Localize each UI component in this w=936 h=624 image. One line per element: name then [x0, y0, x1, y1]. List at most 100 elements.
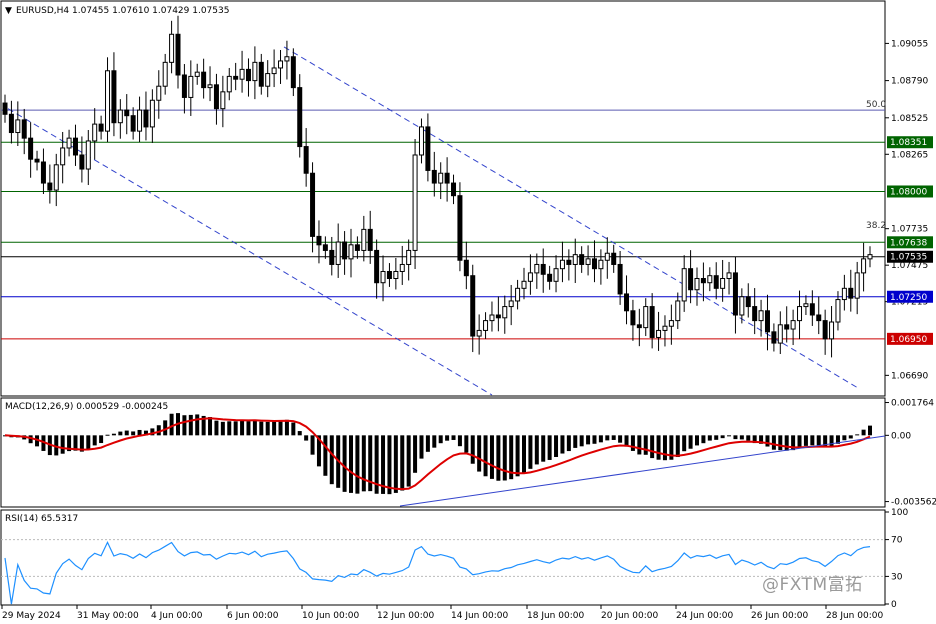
candle[interactable] [143, 91, 149, 141]
candle[interactable] [40, 148, 46, 195]
candle[interactable] [310, 162, 316, 253]
candle[interactable] [169, 20, 175, 74]
channel-upper-line[interactable] [283, 46, 859, 389]
candle[interactable] [28, 122, 34, 178]
candle[interactable] [668, 304, 674, 345]
candle[interactable] [681, 255, 687, 312]
candle[interactable] [604, 237, 610, 279]
candle[interactable] [252, 46, 258, 100]
candle[interactable] [752, 288, 758, 335]
candle[interactable] [624, 275, 630, 325]
candle[interactable] [662, 315, 668, 347]
candle[interactable] [386, 263, 392, 287]
candle[interactable] [335, 223, 341, 278]
candle[interactable] [572, 238, 578, 283]
candle[interactable] [822, 309, 828, 355]
candle[interactable] [245, 58, 251, 97]
candle[interactable] [303, 128, 309, 187]
candle[interactable] [476, 314, 482, 355]
candle[interactable] [809, 290, 815, 326]
candle[interactable] [707, 267, 713, 292]
candle[interactable] [290, 48, 296, 97]
candle[interactable] [393, 258, 399, 290]
candle[interactable] [611, 244, 617, 273]
candle[interactable] [495, 296, 501, 332]
candle[interactable] [489, 301, 495, 332]
candle[interactable] [521, 267, 527, 300]
candle[interactable] [585, 245, 591, 276]
candle[interactable] [418, 118, 424, 164]
candle[interactable] [374, 239, 380, 299]
candle[interactable] [72, 124, 78, 166]
candle[interactable] [726, 261, 732, 295]
candle[interactable] [406, 239, 412, 281]
candle[interactable] [694, 267, 700, 306]
candle[interactable] [322, 236, 328, 259]
candle[interactable] [630, 299, 636, 341]
candle[interactable] [784, 306, 790, 343]
candle[interactable] [675, 292, 681, 330]
candle[interactable] [79, 136, 85, 183]
candle[interactable] [284, 40, 290, 80]
candle[interactable] [508, 284, 514, 326]
candle[interactable] [720, 259, 726, 302]
candle[interactable] [316, 220, 322, 264]
candle[interactable] [130, 107, 136, 140]
candle[interactable] [643, 298, 649, 337]
candle[interactable] [239, 50, 245, 93]
candle[interactable] [797, 290, 803, 340]
candle[interactable] [463, 241, 469, 290]
candle[interactable] [271, 49, 277, 88]
candle[interactable] [713, 262, 719, 300]
candle[interactable] [431, 151, 437, 197]
candle[interactable] [732, 256, 738, 334]
candle[interactable] [85, 130, 91, 186]
candle[interactable] [534, 253, 540, 289]
candle[interactable] [444, 157, 450, 202]
candle[interactable] [848, 269, 854, 312]
candle[interactable] [636, 308, 642, 347]
candle[interactable] [21, 108, 27, 155]
candle[interactable] [829, 306, 835, 358]
candle[interactable] [867, 246, 873, 268]
candle[interactable] [547, 265, 553, 290]
candle[interactable] [361, 215, 367, 262]
candle[interactable] [515, 279, 521, 310]
candle[interactable] [297, 74, 303, 158]
candle[interactable] [470, 264, 476, 353]
candle[interactable] [367, 210, 373, 264]
candle[interactable] [598, 249, 604, 285]
candle[interactable] [220, 75, 226, 128]
candle[interactable] [816, 296, 822, 335]
candle[interactable] [111, 52, 117, 137]
candle[interactable] [34, 150, 40, 171]
candle[interactable] [540, 248, 546, 293]
candle[interactable] [758, 299, 764, 337]
candle[interactable] [438, 162, 444, 200]
candle[interactable] [559, 241, 565, 283]
candle[interactable] [854, 261, 860, 315]
candle[interactable] [278, 50, 284, 84]
candle[interactable] [412, 138, 418, 269]
candle[interactable] [739, 288, 745, 324]
candle[interactable] [457, 182, 463, 272]
candle[interactable] [354, 236, 360, 259]
candle[interactable] [188, 60, 194, 116]
candle[interactable] [777, 311, 783, 355]
candle[interactable] [47, 164, 53, 204]
candle[interactable] [380, 255, 386, 302]
candle[interactable] [201, 58, 207, 99]
candle[interactable] [483, 312, 489, 339]
candle[interactable] [156, 70, 162, 119]
candle[interactable] [53, 153, 59, 207]
candle[interactable] [348, 228, 354, 278]
candle[interactable] [656, 311, 662, 351]
candle[interactable] [329, 236, 335, 276]
candle[interactable] [98, 115, 104, 140]
candle[interactable] [688, 250, 694, 304]
symbol-dropdown-icon[interactable]: ▼ [5, 6, 12, 16]
candle[interactable] [425, 113, 431, 182]
candle[interactable] [451, 174, 457, 205]
candle[interactable] [258, 53, 264, 95]
candle[interactable] [117, 99, 123, 139]
